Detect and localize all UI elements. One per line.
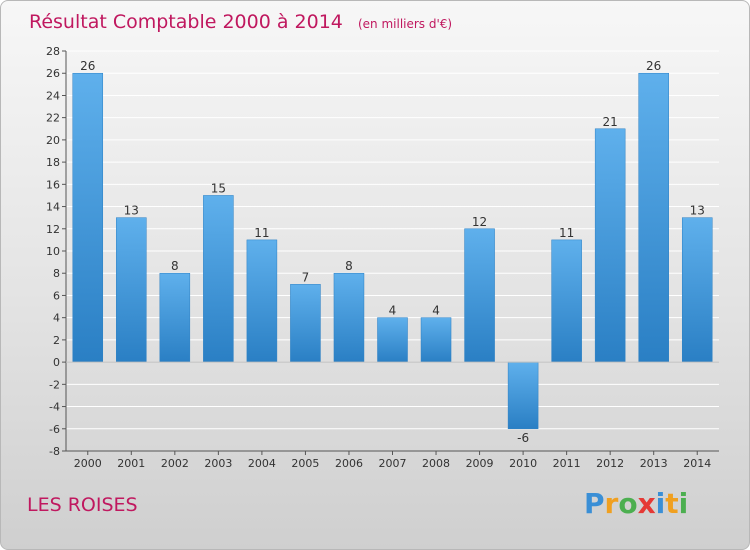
y-tick-label: 26 <box>46 67 60 80</box>
bar-value-label: 4 <box>389 304 397 318</box>
x-tick-label: 2013 <box>640 457 668 470</box>
bar <box>594 128 626 363</box>
bar <box>203 195 234 363</box>
bar-value-label: 4 <box>432 304 440 318</box>
bar <box>333 272 365 363</box>
proxiti-logo[interactable]: Proxiti <box>584 487 688 520</box>
x-tick-label: 2004 <box>248 457 276 470</box>
x-tick-label: 2009 <box>466 457 494 470</box>
logo-letter: o <box>618 487 638 520</box>
bar-value-label: -6 <box>517 431 529 445</box>
x-tick-label: 2002 <box>161 457 189 470</box>
bar-layer: 26 13 8 15 11 7 8 4 4 12 -6 11 21 26 13 <box>72 59 713 445</box>
x-tick-label: 2005 <box>291 457 319 470</box>
logo-letter: P <box>584 487 605 520</box>
bar <box>246 239 278 363</box>
x-tick-label: 2000 <box>74 457 102 470</box>
y-tick-label: 2 <box>53 334 60 347</box>
commune-name: LES ROISES <box>27 494 138 516</box>
x-tick-label: 2011 <box>553 457 581 470</box>
logo-letter: i <box>678 487 689 520</box>
logo-letter: r <box>604 487 619 520</box>
x-tick-label: 2008 <box>422 457 450 470</box>
x-tick-label: 2001 <box>117 457 145 470</box>
y-tick-label: 18 <box>46 156 60 169</box>
x-tick-label: 2007 <box>379 457 407 470</box>
chart-unit: (en milliers d'€) <box>358 17 452 31</box>
bar <box>290 284 321 363</box>
bar-value-label: 15 <box>211 181 226 195</box>
bar-value-label: 13 <box>690 204 705 218</box>
y-tick-label: -4 <box>49 401 60 414</box>
y-tick-label: 14 <box>46 201 60 214</box>
bar-value-label: 11 <box>559 226 574 240</box>
bar-value-label: 11 <box>254 226 269 240</box>
bar <box>681 217 713 363</box>
svg-text:Résultat Comptable 2000 à 2014: Résultat Comptable 2000 à 2014 (en milli… <box>29 11 452 33</box>
y-tick-label: 28 <box>46 45 60 58</box>
y-tick-label: 8 <box>53 267 60 280</box>
y-tick-label: 4 <box>53 312 60 325</box>
y-tick-label: -8 <box>49 445 60 458</box>
y-tick-label: 22 <box>46 112 60 125</box>
bar <box>551 239 582 363</box>
y-tick-label: 24 <box>46 89 60 102</box>
bar <box>507 361 539 430</box>
y-tick-label: 0 <box>53 356 60 369</box>
bar-value-label: 12 <box>472 215 487 229</box>
y-tick-label: 16 <box>46 178 60 191</box>
bar-value-label: 21 <box>603 115 618 129</box>
logo-letter: i <box>655 487 666 520</box>
bar <box>159 272 191 363</box>
bar-value-label: 26 <box>80 59 95 73</box>
bar <box>377 317 408 363</box>
bar-value-label: 26 <box>646 59 661 73</box>
logo-letter: t <box>665 487 679 520</box>
bar-value-label: 7 <box>302 270 310 284</box>
y-tick-label: -2 <box>49 378 60 391</box>
bar <box>72 72 104 363</box>
bar <box>116 217 147 363</box>
bar <box>638 72 669 363</box>
x-tick-label: 2012 <box>596 457 624 470</box>
bar <box>464 228 495 363</box>
chart-title: Résultat Comptable 2000 à 2014 <box>29 11 343 33</box>
y-tick-label: 10 <box>46 245 60 258</box>
x-tick-label: 2006 <box>335 457 363 470</box>
logo-letter: x <box>637 487 656 520</box>
x-tick-label: 2010 <box>509 457 537 470</box>
x-tick-label: 2003 <box>204 457 232 470</box>
y-tick-label: 12 <box>46 223 60 236</box>
x-tick-label: 2014 <box>683 457 711 470</box>
y-tick-label: 20 <box>46 134 60 147</box>
bar-value-label: 8 <box>345 259 353 273</box>
y-tick-label: -6 <box>49 423 60 436</box>
bar-value-label: 13 <box>124 204 139 218</box>
y-tick-label: 6 <box>53 289 60 302</box>
bar-value-label: 8 <box>171 259 179 273</box>
bar <box>420 317 452 363</box>
